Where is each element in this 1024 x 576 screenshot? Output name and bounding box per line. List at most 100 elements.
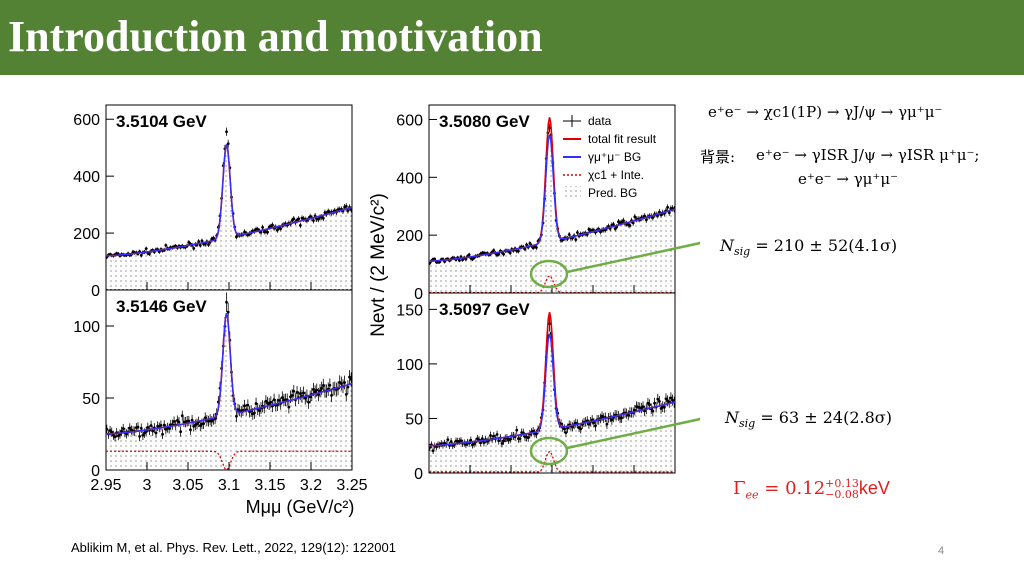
data-point <box>567 233 571 236</box>
data-point <box>428 261 432 265</box>
data-point <box>162 423 166 427</box>
data-point <box>159 423 163 427</box>
data-point <box>433 257 437 261</box>
y-tick-label: 100 <box>73 319 100 336</box>
data-point <box>671 398 674 402</box>
data-point <box>264 399 268 403</box>
data-point <box>469 438 473 442</box>
y-tick-label: 100 <box>396 357 423 374</box>
data-point <box>620 220 624 224</box>
nsig-sub: sig <box>734 245 751 259</box>
y-tick-label: 150 <box>396 302 423 319</box>
data-point <box>225 300 228 304</box>
data-point <box>312 388 315 391</box>
data-point <box>600 414 604 418</box>
data-point <box>328 383 332 387</box>
data-point <box>626 413 630 417</box>
data-point <box>535 432 538 436</box>
process-equation: e⁺e⁻ → χc1(1P) → γJ/ψ → γμ⁺μ⁻ <box>708 103 943 121</box>
y-tick-label: 600 <box>73 112 100 129</box>
y-tick-label: 600 <box>396 112 423 129</box>
data-point <box>472 442 476 446</box>
data-point <box>234 235 238 239</box>
data-point <box>312 219 315 222</box>
data-point <box>656 397 660 401</box>
data-point <box>121 427 125 430</box>
y-tick-label: 200 <box>73 226 100 243</box>
data-point <box>497 252 501 256</box>
legend-entry: total fit result <box>588 132 657 146</box>
data-point <box>658 399 661 403</box>
data-point <box>120 429 123 433</box>
data-point <box>526 436 530 440</box>
connector-line-1 <box>566 241 700 274</box>
legend-entry: γμ⁺μ⁻ BG <box>588 150 641 164</box>
data-point <box>528 241 532 245</box>
data-point <box>195 422 199 426</box>
data-point <box>648 403 651 407</box>
data-point <box>344 392 348 396</box>
data-point <box>621 219 625 222</box>
data-point <box>343 381 347 384</box>
data-point <box>612 223 615 226</box>
y-tick-label: 50 <box>405 411 423 428</box>
data-point <box>172 420 176 423</box>
panel-2: 3.5080 GeV 0 200 400 600 <box>396 104 676 303</box>
data-point <box>254 402 258 405</box>
bg-fit-curve <box>105 144 353 257</box>
data-point <box>190 418 194 422</box>
data-point <box>500 442 504 445</box>
data-point <box>651 216 655 219</box>
nsig-value-1: = 210 ± 52(4.1σ) <box>755 236 898 255</box>
data-point <box>566 426 569 430</box>
data-point <box>292 217 296 221</box>
x-tick-label: 3 <box>143 477 152 494</box>
data-point <box>346 385 350 389</box>
data-point <box>592 421 596 425</box>
data-point <box>141 433 145 437</box>
data-point <box>187 419 191 423</box>
nsig-equation-1: Nsig = 210 ± 52(4.1σ) <box>720 236 897 258</box>
pred-bg-area <box>106 146 352 290</box>
data-point <box>192 247 196 250</box>
data-point <box>633 215 637 219</box>
gamma-value: = 0.12 <box>764 478 826 499</box>
data-point <box>502 252 506 256</box>
data-point <box>651 409 655 413</box>
data-point <box>464 443 468 446</box>
data-point <box>259 230 263 234</box>
data-point <box>666 205 670 209</box>
signal-highlight-2 <box>529 436 569 466</box>
y-tick-label: 0 <box>91 463 100 480</box>
data-point <box>272 398 276 402</box>
slide-title: Introduction and motivation <box>8 12 543 61</box>
data-point <box>346 209 350 213</box>
data-point <box>492 249 496 252</box>
y-tick-label: 0 <box>414 466 423 483</box>
data-point <box>164 244 168 247</box>
data-point <box>225 130 228 134</box>
data-point <box>330 393 333 397</box>
panel-label: 3.5097 GeV <box>439 300 530 319</box>
x-tick-label: 3.15 <box>254 477 285 494</box>
gamma-symbol: Γ <box>733 478 746 499</box>
data-point <box>502 439 506 443</box>
data-point <box>226 142 230 146</box>
data-point <box>562 427 566 431</box>
data-point <box>643 214 647 218</box>
data-point <box>613 227 617 231</box>
data-point <box>105 427 109 431</box>
background-label: 背景: <box>700 148 736 166</box>
data-point <box>297 217 301 221</box>
data-point <box>605 422 609 426</box>
data-point <box>295 391 299 394</box>
data-point <box>587 422 591 426</box>
data-point <box>459 439 463 443</box>
data-point <box>316 217 320 221</box>
data-point <box>261 225 265 229</box>
data-point <box>620 416 624 420</box>
data-point <box>226 310 230 314</box>
data-point <box>508 251 512 255</box>
data-point <box>457 258 461 262</box>
background-equation-1: e⁺e⁻ → γISR J/ψ → γISR μ⁺μ⁻; <box>756 146 980 164</box>
